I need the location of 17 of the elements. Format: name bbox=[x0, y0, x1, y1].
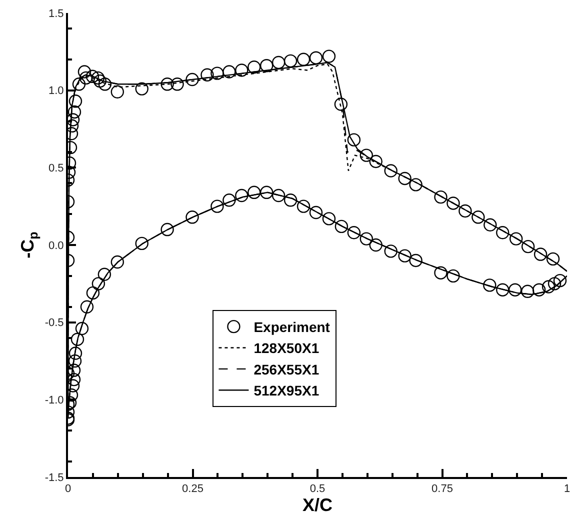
legend-label: 256X55X1 bbox=[254, 361, 320, 378]
legend-label: 512X95X1 bbox=[254, 382, 320, 399]
x-axis-title: X/C bbox=[302, 495, 333, 516]
y-tick-label: -1.5 bbox=[44, 472, 64, 484]
y-tick-label: 1.5 bbox=[48, 8, 64, 20]
y-tick-label: 1.0 bbox=[48, 85, 64, 98]
x-tick-label: 0.25 bbox=[182, 483, 204, 496]
y-tick-label: -1.0 bbox=[44, 394, 64, 407]
x-tick-label: 0 bbox=[64, 483, 72, 496]
x-tick-label: 0.75 bbox=[432, 483, 453, 496]
y-tick-label: -0.5 bbox=[44, 317, 64, 330]
x-tick-label: 1 bbox=[564, 483, 570, 496]
y-tick-label: 0.0 bbox=[48, 240, 64, 252]
legend-label: Experiment bbox=[254, 319, 330, 336]
legend-label: 128X50X1 bbox=[254, 340, 320, 356]
x-tick-label: 0.5 bbox=[310, 483, 326, 496]
y-tick-label: 0.5 bbox=[48, 162, 64, 175]
